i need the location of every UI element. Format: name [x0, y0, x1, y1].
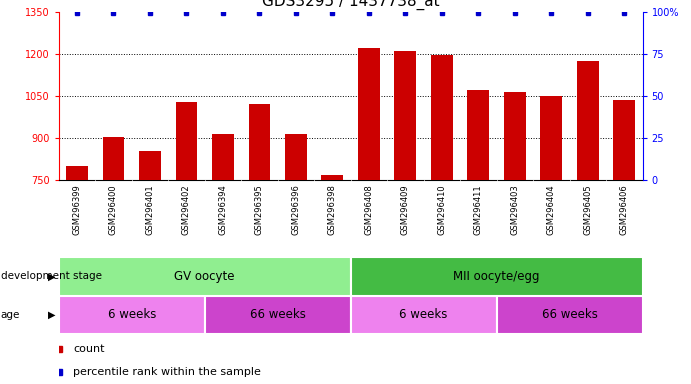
Text: MII oocyte/egg: MII oocyte/egg — [453, 270, 540, 283]
Bar — [205, 296, 350, 334]
Text: GSM296394: GSM296394 — [218, 184, 227, 235]
Text: GSM296398: GSM296398 — [328, 184, 337, 235]
Text: GSM296400: GSM296400 — [109, 184, 118, 235]
Bar — [249, 104, 270, 180]
Bar — [285, 134, 307, 180]
Bar — [395, 51, 417, 180]
Bar — [59, 296, 205, 334]
Text: age: age — [1, 310, 20, 320]
Bar — [176, 102, 198, 180]
Bar — [467, 90, 489, 180]
Bar — [577, 61, 599, 180]
Bar — [66, 166, 88, 180]
Bar — [350, 257, 643, 296]
Text: 66 weeks: 66 weeks — [542, 308, 598, 321]
Text: ▶: ▶ — [48, 271, 55, 281]
Bar — [102, 137, 124, 180]
Title: GDS3295 / 1437738_at: GDS3295 / 1437738_at — [262, 0, 439, 10]
Bar — [504, 92, 526, 180]
Text: percentile rank within the sample: percentile rank within the sample — [73, 366, 261, 377]
Text: GSM296403: GSM296403 — [511, 184, 520, 235]
Text: GSM296408: GSM296408 — [364, 184, 373, 235]
Text: GSM296410: GSM296410 — [437, 184, 446, 235]
Bar — [614, 100, 635, 180]
Text: count: count — [73, 344, 105, 354]
Text: 6 weeks: 6 weeks — [399, 308, 448, 321]
Text: GSM296411: GSM296411 — [474, 184, 483, 235]
Bar — [139, 151, 161, 180]
Text: GV oocyte: GV oocyte — [174, 270, 235, 283]
Text: GSM296401: GSM296401 — [146, 184, 155, 235]
Bar — [431, 55, 453, 180]
Text: GSM296406: GSM296406 — [620, 184, 629, 235]
Text: GSM296396: GSM296396 — [292, 184, 301, 235]
Text: GSM296404: GSM296404 — [547, 184, 556, 235]
Text: GSM296399: GSM296399 — [73, 184, 82, 235]
Bar — [212, 134, 234, 180]
Bar — [59, 257, 350, 296]
Text: development stage: development stage — [1, 271, 102, 281]
Text: 66 weeks: 66 weeks — [249, 308, 305, 321]
Text: GSM296405: GSM296405 — [583, 184, 592, 235]
Text: ▶: ▶ — [48, 310, 55, 320]
Bar — [497, 296, 643, 334]
Text: GSM296395: GSM296395 — [255, 184, 264, 235]
Bar — [358, 48, 380, 180]
Text: GSM296409: GSM296409 — [401, 184, 410, 235]
Text: 6 weeks: 6 weeks — [108, 308, 156, 321]
Bar — [540, 96, 562, 180]
Bar — [350, 296, 497, 334]
Bar — [321, 175, 343, 180]
Text: GSM296402: GSM296402 — [182, 184, 191, 235]
